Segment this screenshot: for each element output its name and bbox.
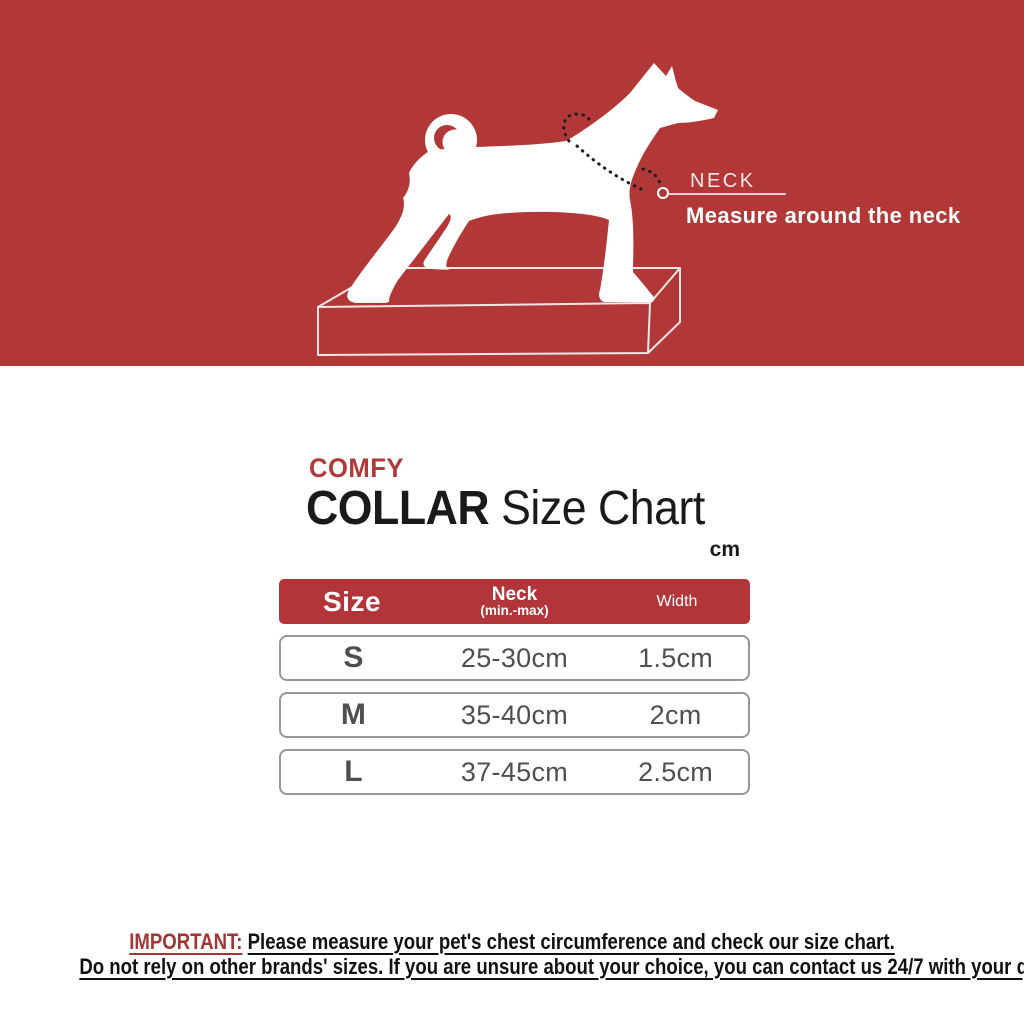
table-row-s: S 25-30cm 1.5cm	[279, 635, 750, 681]
size-table-header: Size Neck (min.-max) Width	[279, 579, 750, 624]
title-suffix: Size Chart	[489, 482, 705, 535]
disclaimer: IMPORTANT: Please measure your pet's che…	[79, 929, 1024, 980]
brand-name: COMFY	[309, 453, 404, 483]
header-size: Size	[322, 585, 382, 617]
product-name: COLLAR	[306, 482, 490, 535]
neck-label: NECK	[690, 170, 756, 192]
collar-dotted-measure-line	[562, 112, 663, 191]
disclaimer-text-2: Do not rely on other brands' sizes. If y…	[79, 953, 1024, 979]
width-value: 2cm	[649, 699, 702, 730]
header-neck-main: Neck	[491, 584, 538, 605]
unit-label: cm	[709, 538, 740, 561]
table-row-l: L 37-45cm 2.5cm	[279, 749, 750, 795]
neck-value: 37-45cm	[460, 756, 569, 787]
disclaimer-line-1: IMPORTANT: Please measure your pet's che…	[79, 929, 944, 955]
hero-banner: NECK Measure around the neck	[0, 0, 1024, 366]
page-title: COLLAR Size Chart	[306, 481, 705, 536]
dog-silhouette	[347, 63, 718, 303]
dog-measurement-illustration	[317, 63, 786, 356]
table-row-m: M 35-40cm 2cm	[279, 692, 750, 738]
important-label: IMPORTANT:	[129, 929, 243, 954]
neck-value: 25-30cm	[460, 642, 569, 673]
neck-callout-dot	[657, 187, 669, 199]
width-value: 2.5cm	[638, 756, 714, 787]
header-width: Width	[656, 592, 698, 610]
size-value: M	[340, 698, 366, 731]
disclaimer-text-1: Please measure your pet's chest circumfe…	[247, 929, 895, 954]
size-table: Size Neck (min.-max) Width S 25-30cm 1.5…	[279, 579, 750, 795]
neck-value: 35-40cm	[460, 699, 569, 730]
header-neck-sub: (min.-max)	[480, 603, 549, 618]
neck-instruction: Measure around the neck	[686, 203, 961, 228]
width-value: 1.5cm	[638, 642, 714, 673]
size-value: S	[343, 641, 364, 674]
size-value: L	[344, 755, 363, 788]
pedestal-box	[317, 267, 681, 356]
header-neck: Neck (min.-max)	[425, 585, 604, 618]
disclaimer-line-2: Do not rely on other brands' sizes. If y…	[79, 954, 1024, 980]
